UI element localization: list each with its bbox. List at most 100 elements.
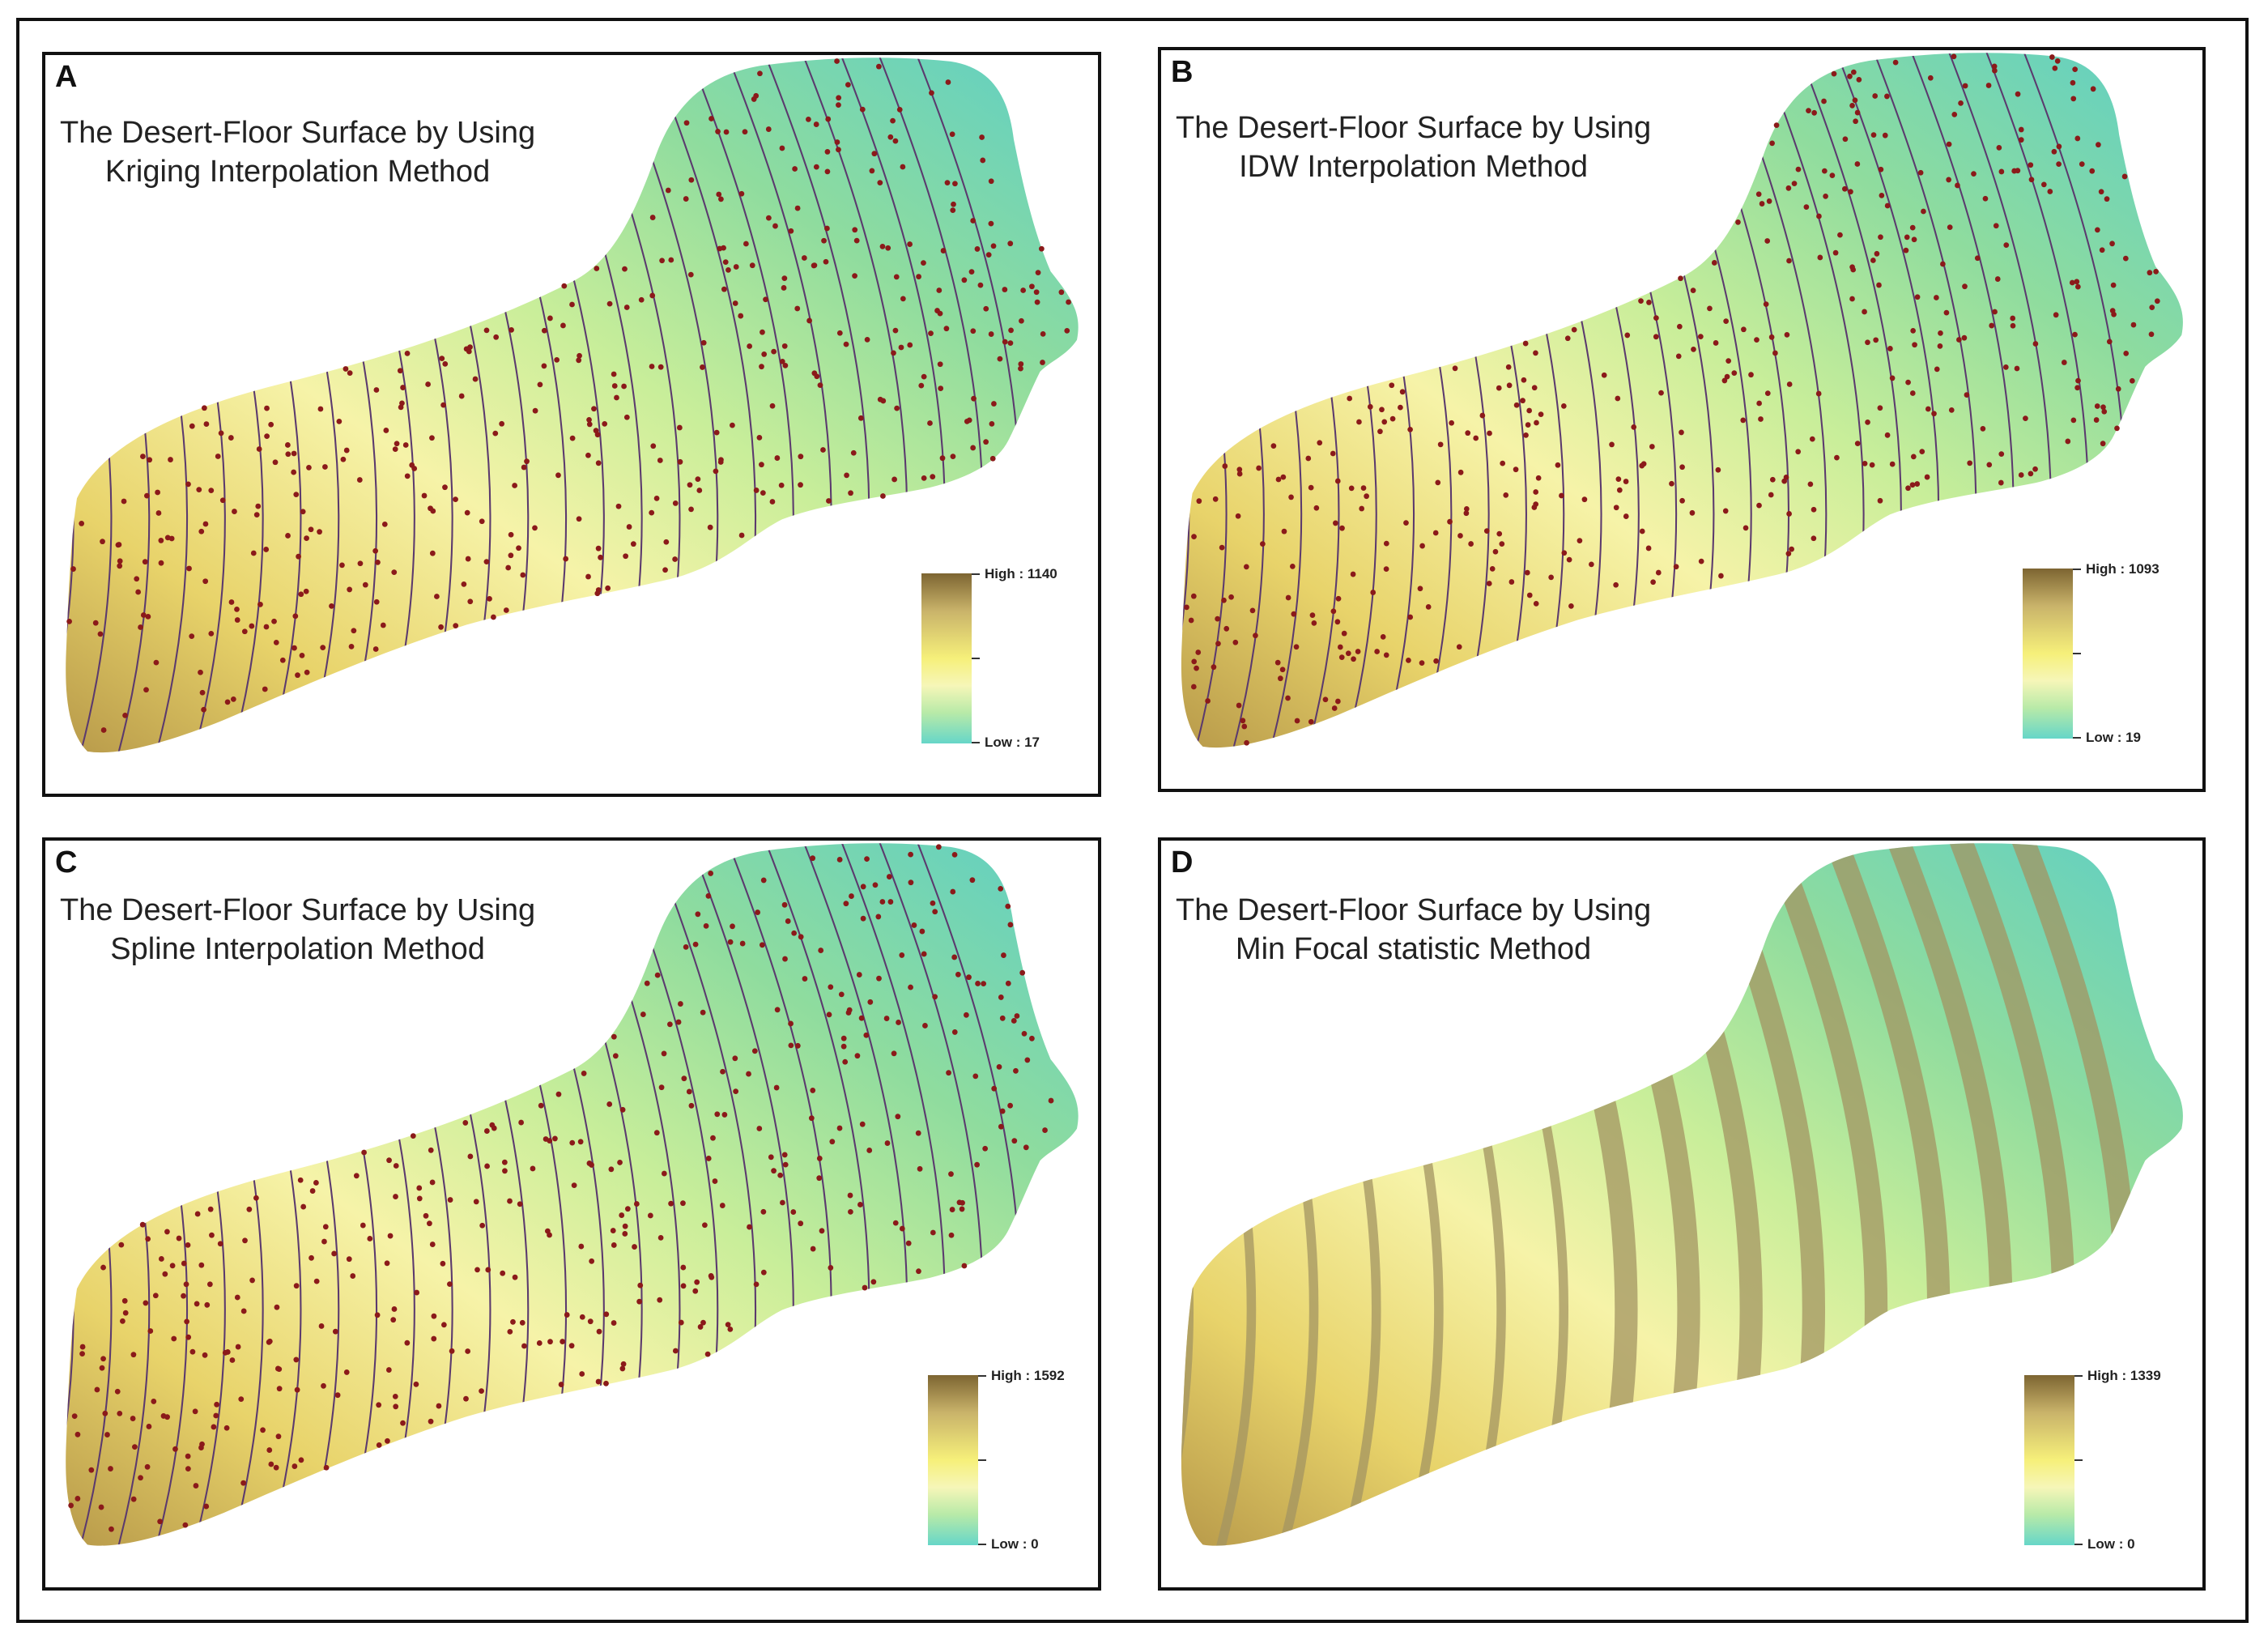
sample-point <box>595 460 602 466</box>
sample-point <box>921 951 927 957</box>
sample-point <box>1914 294 1921 300</box>
sample-point <box>899 1225 905 1232</box>
sample-point <box>211 1424 217 1430</box>
sample-point <box>1849 102 1855 109</box>
sample-point <box>1854 441 1861 447</box>
sample-point <box>1508 579 1515 585</box>
sample-point <box>1398 404 1403 411</box>
sample-point <box>71 1413 78 1420</box>
sample-point <box>692 1288 699 1294</box>
sample-point <box>439 356 445 362</box>
sample-point <box>1781 478 1787 484</box>
sample-point <box>1756 502 1762 509</box>
sample-point <box>915 1130 921 1136</box>
sample-point <box>2122 255 2129 262</box>
sample-point <box>857 1202 863 1207</box>
sample-point <box>1934 366 1940 373</box>
sample-point <box>917 1165 923 1172</box>
panel-letter: B <box>1171 55 1194 89</box>
sample-point <box>240 1480 246 1486</box>
title-line-1: The Desert-Floor Surface by Using <box>60 116 536 150</box>
sample-point <box>357 560 364 567</box>
sample-point <box>79 1351 85 1357</box>
sample-point <box>502 1168 508 1174</box>
sample-point <box>1711 260 1717 266</box>
sample-point <box>2114 425 2120 432</box>
sample-point <box>1872 93 1879 99</box>
legend-high-label: High : 1339 <box>2087 1368 2161 1383</box>
sample-point <box>908 851 913 858</box>
sample-point <box>429 550 436 556</box>
sample-point <box>824 149 831 155</box>
sample-point <box>732 1055 738 1062</box>
sample-point <box>771 1168 777 1174</box>
sample-point <box>1914 481 1921 487</box>
sample-point <box>813 121 819 127</box>
sample-point <box>936 287 943 293</box>
sample-point <box>193 1483 199 1489</box>
sample-point <box>823 258 829 265</box>
sample-point <box>782 362 789 368</box>
sample-point <box>1034 299 1040 305</box>
sample-point <box>1786 511 1792 517</box>
sample-point <box>1521 377 1527 383</box>
sample-point <box>1568 603 1574 609</box>
panel-title: The Desert-Floor Surface by Using Krigin… <box>60 113 535 191</box>
sample-point <box>892 1220 899 1226</box>
sample-point <box>794 205 801 211</box>
sample-point <box>975 981 981 986</box>
sample-point <box>1675 353 1682 360</box>
sample-point <box>896 1020 901 1025</box>
sample-point <box>1653 315 1659 322</box>
sample-point <box>518 1119 524 1126</box>
sample-point <box>181 1260 187 1267</box>
sample-point <box>637 1282 644 1288</box>
sample-point <box>1456 644 1462 650</box>
sample-point <box>209 1232 215 1238</box>
sample-point <box>644 980 650 986</box>
sample-point <box>576 357 582 364</box>
sample-point <box>981 981 987 987</box>
sample-point <box>801 255 807 261</box>
sample-point <box>654 972 661 978</box>
sample-point <box>721 1111 728 1118</box>
sample-point <box>453 623 459 629</box>
sample-point <box>875 914 882 920</box>
sample-point <box>595 545 602 552</box>
sample-point <box>130 1496 137 1502</box>
elevation-legend: High : 1093 Low : 19 <box>2023 561 2201 755</box>
sample-point <box>746 1071 751 1077</box>
sample-point <box>718 196 724 202</box>
sample-point <box>217 1241 223 1247</box>
sample-point <box>845 82 851 88</box>
sample-point <box>294 1386 300 1393</box>
sample-point <box>1879 192 1885 198</box>
sample-point <box>185 1242 191 1248</box>
sample-point <box>376 1402 382 1408</box>
sample-point <box>1487 430 1492 437</box>
sample-point <box>880 493 886 499</box>
sample-point <box>152 1293 159 1299</box>
sample-point <box>760 877 767 884</box>
sample-point <box>1399 389 1406 395</box>
sample-point <box>1048 1097 1054 1104</box>
sample-point <box>1559 492 1564 499</box>
sample-point <box>899 952 905 958</box>
sample-point <box>1847 73 1853 79</box>
sample-point <box>138 624 143 630</box>
sample-point <box>1613 505 1619 511</box>
sample-point <box>707 524 713 530</box>
title-line-1: The Desert-Floor Surface by Using <box>60 893 536 927</box>
sample-point <box>638 296 645 303</box>
sample-point <box>1721 377 1728 384</box>
sample-point <box>1764 238 1771 244</box>
sample-point <box>1531 505 1538 510</box>
sample-point <box>223 1425 230 1431</box>
sample-point <box>1817 254 1823 261</box>
sample-point <box>726 266 731 273</box>
sample-point <box>1679 429 1684 436</box>
sample-point <box>988 220 994 227</box>
sample-point <box>2070 79 2076 86</box>
sample-point <box>1289 564 1296 569</box>
sample-point <box>1795 166 1802 172</box>
